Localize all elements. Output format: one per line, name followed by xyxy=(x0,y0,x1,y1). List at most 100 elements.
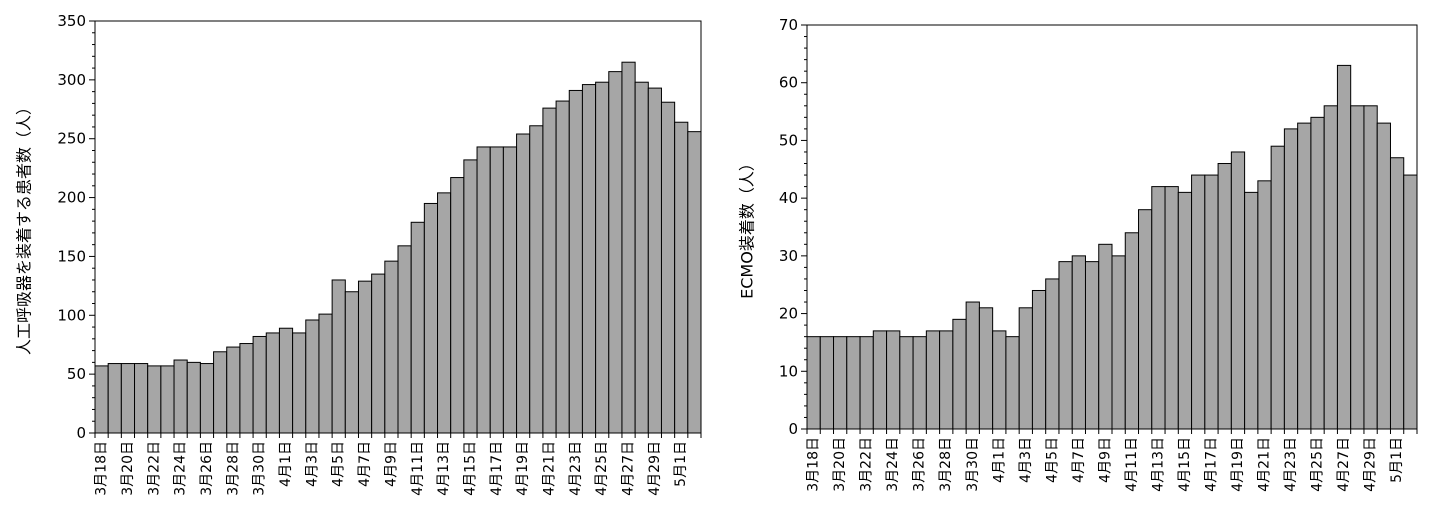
ventilator-bar xyxy=(502,146,518,434)
ventilator-x-tick-label: 4月7日 xyxy=(357,441,373,487)
ecmo-y-tick-label: 70 xyxy=(779,16,798,34)
ecmo-bar xyxy=(1124,232,1140,430)
ecmo-y-tick-label: 30 xyxy=(779,247,798,265)
ecmo-bar xyxy=(872,330,888,430)
ecmo-bar xyxy=(992,330,1007,430)
ventilator-bar xyxy=(213,351,228,434)
ecmo-x-tick-label: 4月3日 xyxy=(1018,437,1034,483)
ventilator-y-tick-label: 0 xyxy=(76,424,86,442)
ventilator-y-tick-label: 150 xyxy=(57,247,86,265)
ventilator-x-tick-label: 4月13日 xyxy=(436,441,452,496)
ventilator-chart: 0 50 100 150 200 250 300 350 3月18日 3月20日 3月22日 3月24… xyxy=(15,12,702,496)
ecmo-bar xyxy=(1257,180,1272,430)
ecmo-bar xyxy=(1270,145,1285,430)
ecmo-bar xyxy=(1031,289,1047,430)
ecmo-y-tick-label: 60 xyxy=(779,74,798,92)
ventilator-x-tick-label: 3月26日 xyxy=(199,441,215,496)
ecmo-x-tick-label: 4月5日 xyxy=(1044,437,1060,483)
ventilator-bar xyxy=(331,279,346,434)
ventilator-x-tick-label: 4月5日 xyxy=(331,441,347,487)
ecmo-x-tick-label: 3月30日 xyxy=(965,437,981,492)
ecmo-bar xyxy=(1204,174,1219,430)
ventilator-x-tick-label: 4月21日 xyxy=(542,441,558,496)
ventilator-bar xyxy=(437,192,452,434)
ecmo-x-tick-label: 4月25日 xyxy=(1310,437,1326,492)
ecmo-x-tick-label: 3月28日 xyxy=(938,437,954,492)
ventilator-bar xyxy=(450,177,465,434)
ventilator-bar xyxy=(397,245,412,434)
ventilator-x-tick-label: 4月27日 xyxy=(621,441,637,496)
ecmo-y-tick-label: 40 xyxy=(779,189,798,207)
ecmo-x-tick-label: 4月19日 xyxy=(1230,437,1246,492)
ventilator-x-tick-label: 4月29日 xyxy=(647,441,663,496)
ventilator-x-tick-label: 4月15日 xyxy=(462,441,478,496)
ventilator-bar xyxy=(595,81,610,434)
ventilator-y-tick-label: 50 xyxy=(67,365,86,383)
ventilator-y-tick-label: 300 xyxy=(57,71,86,89)
ventilator-bar xyxy=(463,159,478,434)
ventilator-x-tick-label: 3月28日 xyxy=(225,441,241,496)
ventilator-bar xyxy=(199,363,215,434)
ecmo-bar xyxy=(1310,116,1325,430)
ventilator-x-tick-label: 3月30日 xyxy=(252,441,268,496)
ecmo-bar xyxy=(1350,105,1365,430)
ecmo-bar xyxy=(978,307,994,430)
ventilator-bar xyxy=(555,100,570,434)
ecmo-x-tick-label: 4月17日 xyxy=(1203,437,1219,492)
ecmo-bar xyxy=(806,336,821,430)
ventilator-y-tick-label: 250 xyxy=(57,130,86,148)
ventilator-y-tick-label: 200 xyxy=(57,189,86,207)
ecmo-bar xyxy=(819,336,835,430)
ventilator-x-tick-label: 5月1日 xyxy=(673,441,689,487)
ventilator-bar xyxy=(173,359,188,434)
ecmo-bar xyxy=(1283,128,1299,430)
ventilator-x-tick-label: 4月1日 xyxy=(278,441,294,487)
ventilator-bar xyxy=(94,365,109,434)
ecmo-x-tick-label: 4月15日 xyxy=(1177,437,1193,492)
ventilator-y-tick-label: 350 xyxy=(57,12,86,30)
ventilator-bar xyxy=(239,343,254,434)
ventilator-bar xyxy=(252,335,267,434)
ecmo-bar xyxy=(952,318,967,430)
ventilator-bar xyxy=(476,146,491,434)
ecmo-bar xyxy=(1230,151,1246,430)
ventilator-x-tick-label: 4月25日 xyxy=(594,441,610,496)
ventilator-x-tick-label: 4月23日 xyxy=(568,441,584,496)
ecmo-bar xyxy=(1336,64,1352,430)
ventilator-x-tick-label: 3月18日 xyxy=(94,441,110,496)
ecmo-bar xyxy=(912,336,927,430)
ecmo-bar xyxy=(1045,278,1060,430)
ventilator-bar xyxy=(160,365,175,434)
ventilator-x-tick-label: 3月22日 xyxy=(146,441,162,496)
ecmo-x-tick-label: 4月13日 xyxy=(1150,437,1166,492)
ventilator-bar xyxy=(410,221,425,434)
ventilator-x-tick-label: 4月9日 xyxy=(383,441,399,487)
ecmo-x-tick-label: 4月11日 xyxy=(1124,437,1140,492)
ecmo-bar xyxy=(1098,243,1113,430)
ventilator-bar xyxy=(608,71,623,434)
ecmo-bar xyxy=(846,336,861,430)
ecmo-x-tick-label: 5月1日 xyxy=(1389,437,1405,483)
ecmo-x-tick-label: 3月22日 xyxy=(859,437,875,492)
ventilator-bar xyxy=(278,327,294,434)
ventilator-bar xyxy=(371,273,386,434)
ecmo-bar xyxy=(1111,255,1126,430)
ventilator-x-tick-label: 4月11日 xyxy=(410,441,426,496)
ecmo-bar xyxy=(965,301,980,430)
ecmo-bar xyxy=(1071,255,1086,430)
ecmo-x-tick-label: 3月20日 xyxy=(832,437,848,492)
ecmo-x-tick-label: 3月24日 xyxy=(885,437,901,492)
ventilator-bar xyxy=(186,361,201,434)
ecmo-bar xyxy=(1376,122,1391,430)
ecmo-x-tick-label: 3月26日 xyxy=(912,437,928,492)
ecmo-y-tick-label: 10 xyxy=(779,362,798,380)
ventilator-bar xyxy=(120,363,136,434)
ventilator-bar xyxy=(529,125,544,434)
ecmo-bar xyxy=(1403,174,1418,430)
ventilator-bar xyxy=(621,61,636,434)
ventilator-x-tick-label: 4月3日 xyxy=(304,441,320,487)
ventilator-bar xyxy=(344,291,359,434)
ecmo-bar xyxy=(859,336,874,430)
ecmo-bar xyxy=(939,330,954,430)
